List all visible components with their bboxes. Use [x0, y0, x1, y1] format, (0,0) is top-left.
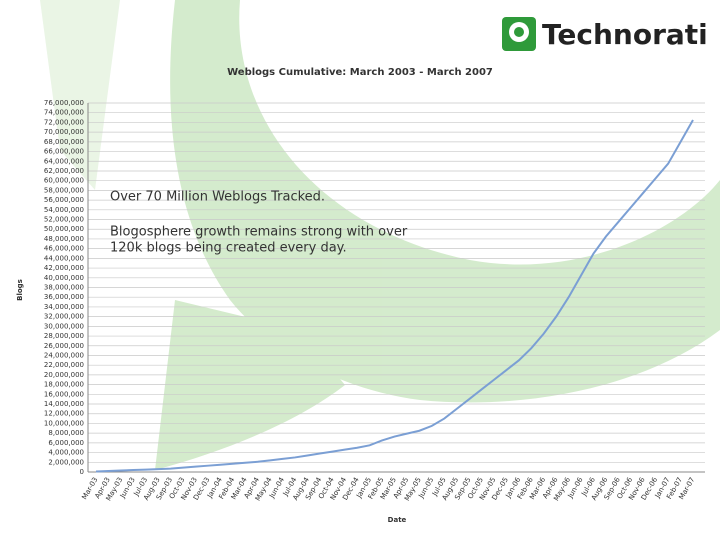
y-tick-label: 16,000,000 — [44, 390, 84, 398]
y-tick-label: 24,000,000 — [44, 351, 84, 359]
y-tick-label: 4,000,000 — [48, 449, 84, 457]
y-tick-label: 12,000,000 — [44, 410, 84, 418]
data-line — [95, 119, 694, 473]
y-tick-label: 66,000,000 — [44, 148, 84, 156]
y-tick-label: 68,000,000 — [44, 138, 84, 146]
annotation: 120k blogs being created every day. — [110, 241, 347, 256]
y-tick-label: 40,000,000 — [44, 274, 84, 282]
y-tick-label: 0 — [80, 468, 84, 476]
y-tick-label: 18,000,000 — [44, 381, 84, 389]
y-tick-label: 38,000,000 — [44, 284, 84, 292]
y-tick-label: 46,000,000 — [44, 245, 84, 253]
y-tick-label: 42,000,000 — [44, 264, 84, 272]
logo-text: Technorati — [542, 18, 708, 51]
chart-title: Weblogs Cumulative: March 2003 - March 2… — [227, 67, 493, 78]
y-tick-label: 52,000,000 — [44, 216, 84, 224]
y-tick-label: 36,000,000 — [44, 293, 84, 301]
y-tick-label: 58,000,000 — [44, 186, 84, 194]
y-tick-label: 22,000,000 — [44, 361, 84, 369]
y-tick-label: 6,000,000 — [48, 439, 84, 447]
y-tick-label: 74,000,000 — [44, 109, 84, 117]
logo: Technorati — [502, 17, 708, 51]
y-axis-label: Blogs — [16, 279, 24, 301]
y-tick-label: 56,000,000 — [44, 196, 84, 204]
y-tick-label: 10,000,000 — [44, 419, 84, 427]
background-swirl — [40, 0, 720, 470]
y-tick-label: 8,000,000 — [48, 429, 84, 437]
y-tick-label: 30,000,000 — [44, 322, 84, 330]
y-tick-label: 62,000,000 — [44, 167, 84, 175]
y-tick-label: 54,000,000 — [44, 206, 84, 214]
y-tick-label: 2,000,000 — [48, 458, 84, 466]
y-tick-label: 20,000,000 — [44, 371, 84, 379]
y-tick-label: 76,000,000 — [44, 99, 84, 107]
y-tick-label: 14,000,000 — [44, 400, 84, 408]
y-tick-label: 48,000,000 — [44, 235, 84, 243]
y-tick-label: 60,000,000 — [44, 177, 84, 185]
x-axis-label: Date — [388, 516, 407, 524]
y-tick-label: 72,000,000 — [44, 118, 84, 126]
y-tick-label: 64,000,000 — [44, 157, 84, 165]
y-tick-label: 34,000,000 — [44, 303, 84, 311]
y-tick-label: 50,000,000 — [44, 225, 84, 233]
y-tick-label: 70,000,000 — [44, 128, 84, 136]
annotation: Over 70 Million Weblogs Tracked. — [110, 190, 325, 205]
y-tick-label: 28,000,000 — [44, 332, 84, 340]
y-tick-label: 44,000,000 — [44, 254, 84, 262]
annotation: Blogosphere growth remains strong with o… — [110, 225, 408, 240]
y-tick-label: 32,000,000 — [44, 313, 84, 321]
y-tick-label: 26,000,000 — [44, 342, 84, 350]
